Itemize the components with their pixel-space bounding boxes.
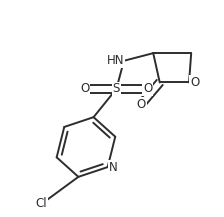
Text: HN: HN [106, 54, 124, 67]
Text: S: S [113, 82, 120, 95]
Text: O: O [80, 82, 90, 95]
Text: O: O [190, 76, 199, 89]
Text: O: O [143, 82, 152, 95]
Text: O: O [137, 98, 146, 111]
Text: N: N [109, 161, 118, 174]
Text: Cl: Cl [36, 197, 47, 210]
